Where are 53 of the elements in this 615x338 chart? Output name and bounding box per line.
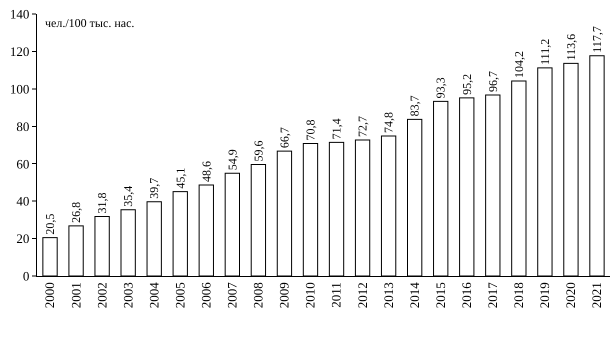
x-tick-label: 2016 bbox=[458, 282, 474, 308]
x-tick-label: 2009 bbox=[276, 282, 292, 308]
x-tick-label: 2019 bbox=[537, 282, 552, 308]
x-tick-label: 2021 bbox=[589, 282, 604, 308]
y-tick-label: 120 bbox=[10, 44, 30, 59]
data-label: 59,6 bbox=[251, 140, 266, 162]
data-label: 96,7 bbox=[486, 71, 500, 92]
data-label: 72,7 bbox=[356, 116, 370, 137]
data-label: 104,2 bbox=[512, 51, 526, 78]
x-tick-label: 2013 bbox=[380, 282, 396, 308]
x-tick-label: 2005 bbox=[172, 282, 188, 308]
x-tick-label: 2000 bbox=[42, 282, 58, 308]
y-tick-label: 60 bbox=[16, 156, 30, 172]
x-tick-label: 2003 bbox=[120, 282, 136, 308]
y-tick-label: 0 bbox=[22, 268, 30, 284]
data-label: 95,2 bbox=[460, 74, 474, 95]
data-label: 48,6 bbox=[199, 161, 214, 182]
data-label: 117,7 bbox=[590, 26, 604, 53]
x-tick-label: 2014 bbox=[406, 282, 422, 308]
data-label: 26,8 bbox=[69, 202, 84, 223]
x-tick-label: 2006 bbox=[198, 282, 214, 308]
x-tick-label: 2015 bbox=[432, 282, 448, 308]
x-tick-label: 2017 bbox=[485, 282, 500, 308]
data-label: 39,7 bbox=[147, 178, 162, 199]
x-tick-label: 2011 bbox=[328, 282, 344, 308]
y-tick-label: 20 bbox=[16, 231, 30, 246]
x-tick-label: 2002 bbox=[94, 282, 110, 308]
y-tick-label: 80 bbox=[16, 118, 30, 134]
x-tick-label: 2010 bbox=[302, 282, 318, 308]
data-label: 45,1 bbox=[173, 168, 188, 189]
data-label: 113,6 bbox=[564, 34, 578, 60]
data-label: 70,8 bbox=[303, 120, 318, 140]
x-tick-label: 2012 bbox=[354, 282, 370, 308]
data-label: 83,7 bbox=[408, 95, 422, 116]
data-label: 31,8 bbox=[95, 192, 110, 214]
x-tick-label: 2001 bbox=[68, 282, 84, 308]
x-tick-label: 2018 bbox=[511, 282, 526, 308]
data-label: 54,9 bbox=[225, 149, 240, 170]
y-tick-label: 40 bbox=[16, 194, 30, 209]
data-label: 35,4 bbox=[121, 186, 136, 207]
x-tick-label: 2008 bbox=[250, 282, 266, 308]
x-tick-label: 2007 bbox=[224, 282, 240, 308]
data-label: 71,4 bbox=[330, 118, 344, 140]
x-tick-label: 2004 bbox=[146, 282, 162, 308]
data-label: 20,5 bbox=[43, 214, 58, 235]
y-tick-label: 140 bbox=[10, 6, 30, 22]
data-label: 74,8 bbox=[382, 112, 396, 134]
y-tick-label: 100 bbox=[10, 81, 30, 96]
y-axis-title: чел./100 тыс. нас. bbox=[45, 16, 134, 30]
data-label: 66,7 bbox=[277, 127, 292, 148]
x-tick-label: 2020 bbox=[563, 282, 578, 308]
data-label: 111,2 bbox=[538, 38, 552, 65]
data-label: 93,3 bbox=[434, 77, 448, 98]
